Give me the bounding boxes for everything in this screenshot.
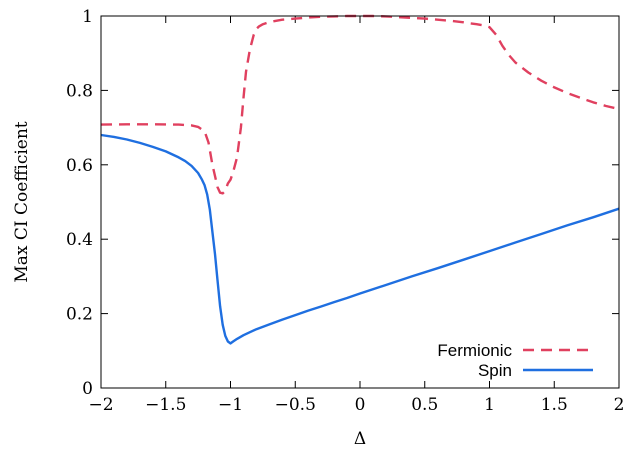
tick-labels: −2 −1.5 −1 −0.5 0 0.5 1 1.5 2 0 0.2 0.4 0.6 0.8 1 [66,7,624,415]
y-tick-label: 0.4 [66,230,93,250]
y-tick-label: 0.2 [66,305,93,325]
legend-label-fermionic: Fermionic [437,341,512,360]
x-tick-label: −2 [88,395,113,415]
series-line-fermionic [100,14,620,195]
x-tick-label: 0 [355,395,366,415]
x-tick-label: −1 [218,395,243,415]
plot-frame [100,15,620,389]
y-tick-label: 0.8 [66,81,93,101]
x-tick-label: 2 [614,395,625,415]
x-tick-label: −1.5 [145,395,186,415]
y-axis-title: Max CI Coefficient [12,121,32,282]
x-tick-label: 0.5 [411,395,438,415]
axis-ticks [100,15,620,389]
y-tick-label: 1 [82,7,93,27]
y-tick-label: 0.6 [66,156,93,176]
x-tick-label: −0.5 [275,395,316,415]
x-axis-title: Δ [354,429,366,449]
series-line-spin [100,133,620,345]
legend-label-spin: Spin [478,361,512,380]
x-tick-label: 1.5 [541,395,568,415]
y-tick-label: 0 [82,379,93,399]
x-tick-label: 1 [484,395,495,415]
legend: Fermionic Spin [437,341,593,380]
series-lines [100,14,620,345]
